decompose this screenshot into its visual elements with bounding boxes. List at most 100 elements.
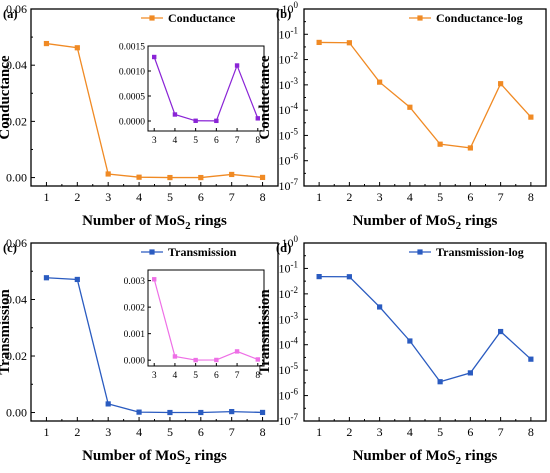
y-tick-label: 10-3 — [279, 310, 299, 326]
inset-y-tick-label: 0.0005 — [119, 93, 145, 103]
legend-label: Transmission-log — [436, 245, 524, 259]
y-axis-title: Transmission — [0, 289, 13, 375]
inset-frame — [147, 45, 265, 132]
legend-marker — [149, 15, 155, 21]
y-tick-label: 10-7 — [279, 412, 299, 428]
inset-data-point — [214, 357, 219, 363]
inset-x-tick-label: 8 — [255, 371, 260, 381]
x-tick-label: 6 — [467, 425, 473, 439]
series-line — [319, 41, 532, 149]
data-point — [136, 409, 142, 415]
data-point — [437, 379, 443, 385]
inset-y-tick-label: 0.002 — [124, 304, 146, 314]
data-point — [229, 171, 235, 178]
data-point — [377, 304, 383, 310]
inset-x-tick-label: 4 — [173, 371, 178, 381]
x-tick-label: 1 — [43, 190, 49, 204]
data-point — [498, 328, 504, 335]
inset-data-point — [152, 277, 157, 282]
x-tick-label: 3 — [377, 425, 383, 439]
legend-marker — [417, 15, 423, 21]
y-tick-label: 10-4 — [279, 336, 299, 352]
y-tick-label: 10-4 — [279, 101, 299, 117]
series-line — [319, 275, 532, 383]
chart-panel-1: (a) 1 2 3 4 5 6 7 8 0.00 0.02 0.04 0.06 Number of MoS… — [0, 2, 279, 232]
inset-series-line — [153, 56, 259, 122]
x-tick-label: 4 — [407, 190, 413, 204]
data-point — [74, 276, 80, 283]
data-point — [198, 174, 204, 181]
inset-x-tick-label: 4 — [173, 136, 178, 146]
inset-x-tick-label: 3 — [152, 136, 157, 146]
panel-label: (c) — [3, 241, 17, 255]
x-axis-title: Number of MoS2 rings — [353, 213, 498, 232]
y-tick-label: 100 — [282, 0, 299, 16]
inset-data-point — [255, 357, 260, 362]
data-point — [437, 141, 443, 147]
inset-frame — [147, 269, 265, 367]
x-tick-label: 6 — [198, 190, 204, 204]
data-point — [167, 174, 173, 181]
legend-label: Transmission — [168, 245, 237, 259]
inset-y-tick-label: 0.0010 — [119, 68, 145, 78]
panel-label: (b) — [276, 7, 291, 21]
x-tick-label: 4 — [136, 425, 142, 439]
x-tick-label: 1 — [43, 425, 49, 439]
y-tick-label: 0.02 — [6, 349, 27, 363]
inset-data-point — [172, 354, 178, 359]
inset-data-point — [255, 116, 260, 121]
y-tick-label: 100 — [282, 234, 299, 250]
y-tick-label: 10-1 — [279, 259, 299, 275]
x-tick-label: 3 — [377, 190, 383, 204]
data-point — [74, 45, 80, 51]
series-line — [46, 42, 263, 179]
inset-y-tick-label: 0.0000 — [119, 118, 145, 128]
y-tick-label: 10-6 — [279, 387, 299, 403]
y-tick-label: 0.00 — [6, 406, 27, 420]
x-tick-label: 2 — [74, 425, 80, 439]
data-point — [467, 370, 473, 376]
data-point — [105, 171, 111, 177]
x-tick-label: 2 — [74, 190, 80, 204]
data-point — [407, 338, 413, 344]
x-tick-label: 3 — [105, 425, 111, 439]
x-tick-label: 5 — [437, 425, 443, 439]
y-tick-label: 10-2 — [279, 285, 299, 301]
data-point — [136, 174, 142, 180]
y-axis-title: Conductance — [0, 55, 13, 140]
legend-marker — [417, 249, 423, 255]
inset-y-tick-label: 0.003 — [124, 277, 146, 287]
x-tick-label: 3 — [105, 190, 111, 204]
data-point — [43, 275, 50, 281]
inset-series-line — [153, 279, 259, 361]
x-tick-label: 6 — [467, 190, 473, 204]
x-tick-label: 2 — [346, 425, 352, 439]
inset-x-tick-label: 7 — [235, 136, 240, 146]
y-tick-label: 10-1 — [279, 25, 299, 41]
data-point — [259, 174, 266, 181]
inset-x-tick-label: 6 — [214, 371, 219, 381]
x-tick-label: 1 — [316, 190, 322, 204]
x-tick-label: 6 — [198, 425, 204, 439]
inset-data-point — [214, 118, 219, 124]
data-point — [346, 274, 352, 280]
inset-x-tick-label: 5 — [193, 136, 198, 146]
data-point — [407, 104, 413, 110]
inset-data-point — [172, 112, 178, 117]
y-tick-label: 0.04 — [6, 58, 27, 72]
inset-x-tick-label: 3 — [152, 371, 157, 381]
x-tick-label: 7 — [229, 190, 235, 204]
legend-label: Conductance-log — [436, 11, 523, 25]
x-tick-label: 8 — [260, 190, 266, 204]
y-axis-title: Conductance — [257, 55, 273, 140]
data-point — [105, 401, 111, 407]
inset-x-tick-label: 6 — [214, 136, 219, 146]
y-tick-label: 10-5 — [279, 361, 299, 377]
x-tick-label: 2 — [346, 190, 352, 204]
inset-y-tick-label: 0.000 — [124, 357, 146, 367]
x-tick-label: 8 — [528, 190, 534, 204]
inset-x-tick-label: 5 — [193, 371, 198, 381]
x-tick-label: 7 — [229, 425, 235, 439]
x-tick-label: 8 — [528, 425, 534, 439]
